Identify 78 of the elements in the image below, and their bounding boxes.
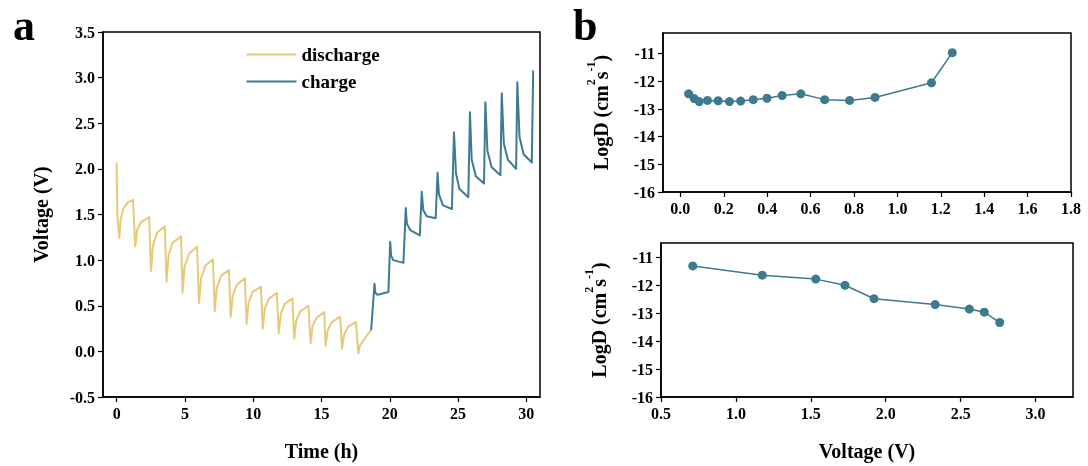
chart-title: b [573, 0, 598, 50]
point [694, 97, 704, 107]
point [870, 92, 880, 102]
y-axis-title: Voltage (V) [30, 166, 53, 263]
x-tick-label: 2.0 [875, 404, 896, 422]
x-axis-title: Voltage (V) [818, 440, 916, 463]
y-tick-label: -16 [633, 183, 655, 201]
x-tick-label: 0.2 [713, 199, 734, 217]
x-tick-label: 20 [381, 404, 398, 422]
legend-label: discharge [301, 44, 380, 65]
point [684, 89, 694, 99]
y-tick-label: -16 [631, 388, 653, 406]
line-series [370, 70, 535, 331]
x-tick-label: 30 [518, 404, 535, 422]
y-tick-label: -12 [633, 72, 655, 90]
y-tick-label: -15 [631, 360, 653, 378]
y-tick-label: -14 [633, 128, 655, 146]
x-tick-label: 1.5 [800, 404, 821, 422]
point [688, 261, 698, 271]
y-tick-label: 3.5 [75, 23, 95, 41]
y-tick-label: 3.0 [75, 69, 95, 87]
y-tick-label: -11 [632, 248, 653, 266]
x-tick-label: 1.6 [1017, 199, 1038, 217]
y-tick-label: -13 [631, 304, 653, 322]
point [748, 95, 758, 105]
x-tick-label: 1.0 [887, 199, 908, 217]
point [762, 93, 772, 103]
point [820, 95, 830, 105]
line-series [115, 162, 373, 355]
x-tick-label: 15 [313, 404, 330, 422]
x-tick-label: 5 [180, 404, 189, 422]
x-tick-label: 1.4 [974, 199, 995, 217]
point [757, 270, 767, 280]
x-tick-label: 1.8 [1061, 199, 1081, 217]
point [845, 95, 855, 105]
x-tick-label: 0 [112, 404, 121, 422]
x-tick-label: 3.0 [1025, 404, 1046, 422]
point [724, 97, 734, 107]
point [869, 294, 879, 304]
y-tick-label: -15 [633, 155, 655, 173]
y-tick-label: -14 [631, 332, 653, 350]
y-tick-label: -0.5 [69, 388, 95, 406]
x-tick-label: 0.0 [670, 199, 691, 217]
y-tick-label: 1.0 [75, 251, 95, 269]
y-tick-label: 0.0 [75, 342, 95, 360]
x-tick-label: 0.5 [651, 404, 671, 422]
x-tick-label: 0.6 [800, 199, 821, 217]
y-tick-label: 2.5 [75, 114, 95, 132]
y-axis-title: LogD (cm2s-1) [584, 54, 613, 171]
point [703, 95, 712, 105]
point [930, 300, 940, 310]
point [947, 48, 957, 58]
point [736, 96, 746, 106]
point [979, 307, 989, 317]
y-tick-label: 0.5 [75, 297, 95, 315]
point [713, 96, 723, 106]
x-tick-label: 0.4 [757, 199, 778, 217]
chart-title: a [13, 0, 35, 50]
x-tick-label: 10 [245, 404, 262, 422]
point [811, 274, 821, 284]
y-tick-label: -12 [631, 276, 653, 294]
y-tick-label: -11 [634, 45, 655, 63]
point [926, 78, 936, 88]
x-axis-title: Time (h) [284, 440, 359, 463]
x-tick-label: 1.0 [725, 404, 746, 422]
point [964, 304, 974, 314]
point [796, 89, 806, 99]
point [995, 318, 1005, 328]
point [777, 91, 787, 100]
x-tick-label: 2.5 [950, 404, 971, 422]
legend-label: charge [301, 71, 357, 92]
x-tick-label: 1.2 [930, 199, 951, 217]
y-axis-title: LogD (cm2s-1) [582, 262, 611, 378]
x-tick-label: 25 [450, 404, 467, 422]
y-tick-label: -13 [633, 100, 655, 118]
x-tick-label: 0.8 [843, 199, 864, 217]
y-tick-label: 2.0 [75, 160, 95, 178]
point [840, 280, 850, 290]
